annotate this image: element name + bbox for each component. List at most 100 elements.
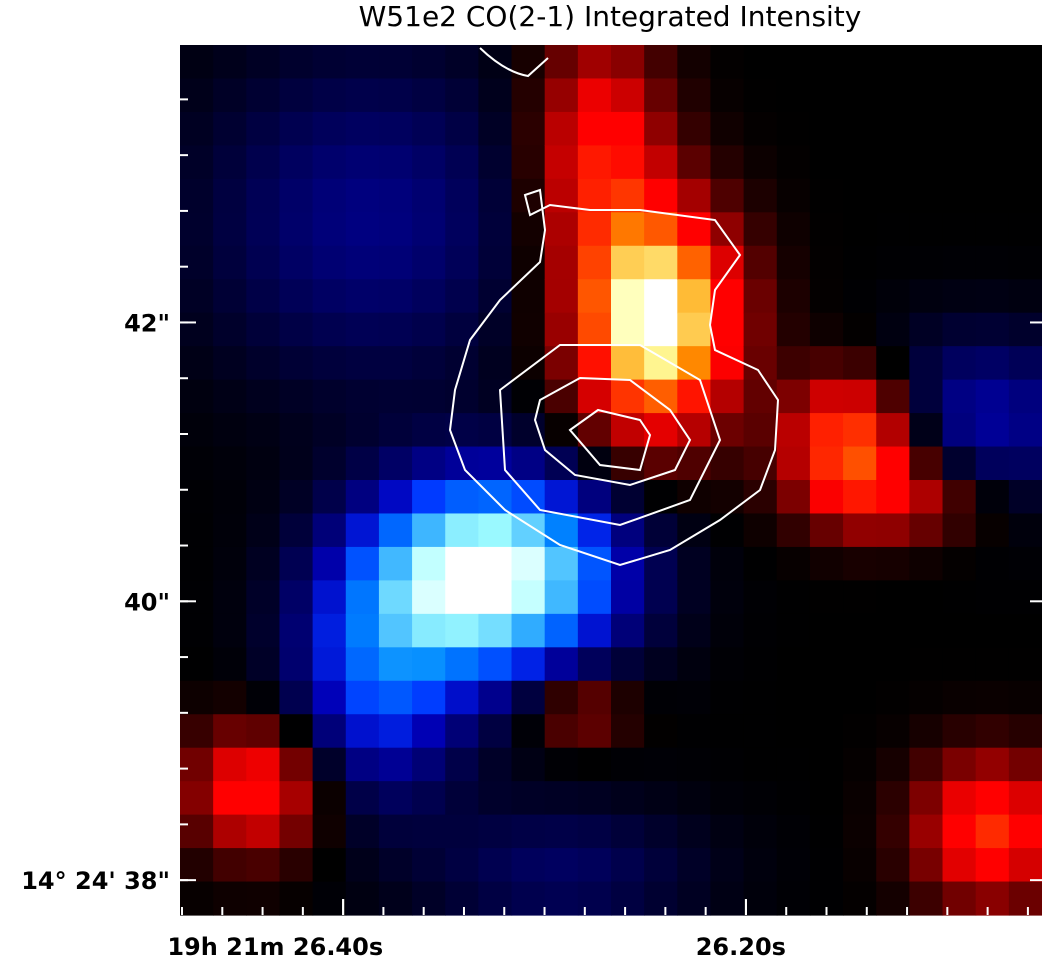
pixel [909,546,944,581]
pixel [710,413,745,448]
pixel [180,379,214,414]
pixel [743,45,778,80]
pixel [544,312,579,347]
pixel [743,814,778,849]
pixel [279,513,314,548]
pixel [312,680,347,715]
pixel [876,145,910,180]
pixel [544,45,579,80]
pixel [213,714,247,749]
pixel [378,178,413,213]
pixel [843,78,877,113]
pixel [809,45,844,80]
pixel [975,145,1010,180]
pixel [776,111,811,146]
pixel [710,881,745,916]
pixel [644,480,678,515]
pixel [876,279,910,314]
pixel [644,413,678,448]
pixel [246,413,281,448]
pixel [312,513,347,548]
pixel [677,480,712,515]
pixel [776,580,811,615]
pixel [378,513,413,548]
pixel [312,379,347,414]
pixel [644,814,678,849]
pixel [478,413,513,448]
pixel [312,312,347,347]
pixel [345,714,380,749]
pixel [975,580,1010,615]
pixel [246,480,281,515]
pixel [378,580,413,615]
pixel [279,613,314,648]
pixel [677,145,712,180]
pixel [577,111,612,146]
pixel [644,647,678,682]
pixel [412,413,446,448]
pixel [412,212,446,247]
pixel [180,212,214,247]
pixel [213,647,247,682]
pixel [1008,312,1042,347]
pixel [412,45,446,80]
pixel [909,747,944,782]
pixel [445,480,479,515]
pixel [213,546,247,581]
pixel [478,814,513,849]
pixel [843,546,877,581]
pixel [975,212,1010,247]
pixel [809,279,844,314]
pixel [412,245,446,280]
pixel [809,680,844,715]
pixel [942,245,977,280]
pixel [809,580,844,615]
pixel [743,145,778,180]
pixel [279,45,314,80]
pixel [975,379,1010,414]
pixel [577,145,612,180]
pixel [412,446,446,481]
pixel [975,513,1010,548]
pixel [843,480,877,515]
pixel [213,78,247,113]
pixel [246,446,281,481]
pixel [544,613,579,648]
chart-title: W51e2 CO(2-1) Integrated Intensity [359,0,862,33]
pixel [412,680,446,715]
pixel [378,848,413,883]
pixel [246,312,281,347]
pixel [180,45,214,80]
pixel [213,814,247,849]
pixel [942,379,977,414]
pixel [1008,881,1042,916]
pixel [180,747,214,782]
pixel [213,145,247,180]
pixel [478,279,513,314]
pixel [876,781,910,816]
pixel [975,413,1010,448]
pixel [611,312,645,347]
pixel [213,413,247,448]
pixel [577,781,612,816]
pixel [412,647,446,682]
pixel [942,45,977,80]
pixel [942,78,977,113]
pixel [677,647,712,682]
pixel [809,346,844,381]
pixel [213,613,247,648]
pixel [776,346,811,381]
pixel [1008,647,1042,682]
pixel [975,45,1010,80]
pixel [611,45,645,80]
pixel [180,145,214,180]
pixel [312,848,347,883]
pixel [710,279,745,314]
pixel [677,613,712,648]
pixel [246,212,281,247]
pixel [412,312,446,347]
pixel [776,145,811,180]
pixel [345,781,380,816]
pixel [809,781,844,816]
pixel [577,848,612,883]
